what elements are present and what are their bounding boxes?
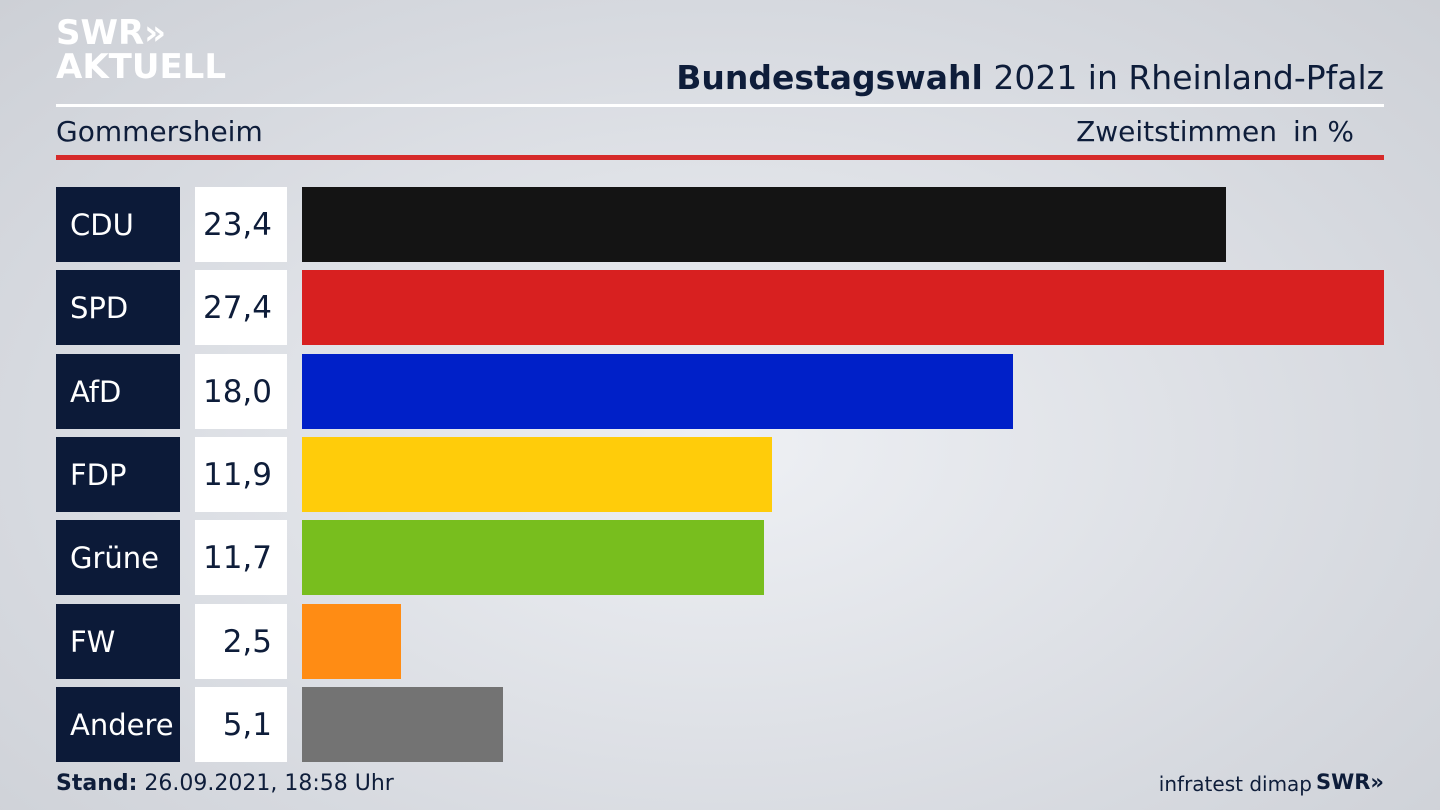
accent-divider xyxy=(56,155,1384,160)
bar xyxy=(302,354,1013,429)
stand-value: 26.09.2021, 18:58 Uhr xyxy=(137,771,394,796)
place-name: Gommersheim xyxy=(56,115,263,148)
bar xyxy=(302,437,772,512)
chart-row-fdp: FDP 11,9 xyxy=(56,437,1384,512)
value-label: 27,4 xyxy=(195,270,287,345)
chart-row-afd: AfD 18,0 xyxy=(56,354,1384,429)
chart-row-grüne: Grüne 11,7 xyxy=(56,520,1384,595)
unit-label: in % xyxy=(1292,115,1354,148)
value-label: 18,0 xyxy=(195,354,287,429)
chart-row-spd: SPD 27,4 xyxy=(56,270,1384,345)
party-label: Andere xyxy=(56,687,180,762)
logo-line-1: SWR» xyxy=(56,13,167,53)
value-label: 23,4 xyxy=(195,187,287,262)
party-label: AfD xyxy=(56,354,180,429)
party-label: CDU xyxy=(56,187,180,262)
party-label: SPD xyxy=(56,270,180,345)
party-label: FDP xyxy=(56,437,180,512)
title-bold: Bundestagswahl xyxy=(676,58,983,97)
chart-row-cdu: CDU 23,4 xyxy=(56,187,1384,262)
logo-line-2: AKTUELL xyxy=(56,47,227,87)
value-label: 11,7 xyxy=(195,520,287,595)
bar xyxy=(302,270,1384,345)
swr-aktuell-logo: SWR» AKTUELL xyxy=(56,16,226,84)
bar xyxy=(302,187,1226,262)
bar xyxy=(302,604,401,679)
value-label: 11,9 xyxy=(195,437,287,512)
value-label: 5,1 xyxy=(195,687,287,762)
party-label: FW xyxy=(56,604,180,679)
chart-title: Bundestagswahl 2021 in Rheinland-Pfalz xyxy=(676,58,1384,97)
title-rest: 2021 in Rheinland-Pfalz xyxy=(982,58,1384,97)
timestamp: Stand: 26.09.2021, 18:58 Uhr xyxy=(56,771,394,796)
value-label: 2,5 xyxy=(195,604,287,679)
vote-type-label: Zweitstimmen xyxy=(1076,115,1277,148)
source-credit: infratest dimap xyxy=(1158,772,1312,796)
chart-row-andere: Andere 5,1 xyxy=(56,687,1384,762)
stand-label: Stand: xyxy=(56,771,138,796)
header-divider xyxy=(56,104,1384,107)
party-label: Grüne xyxy=(56,520,180,595)
chart-row-fw: FW 2,5 xyxy=(56,604,1384,679)
bar xyxy=(302,520,764,595)
swr-small-logo: SWR» xyxy=(1315,770,1384,794)
bar xyxy=(302,687,503,762)
